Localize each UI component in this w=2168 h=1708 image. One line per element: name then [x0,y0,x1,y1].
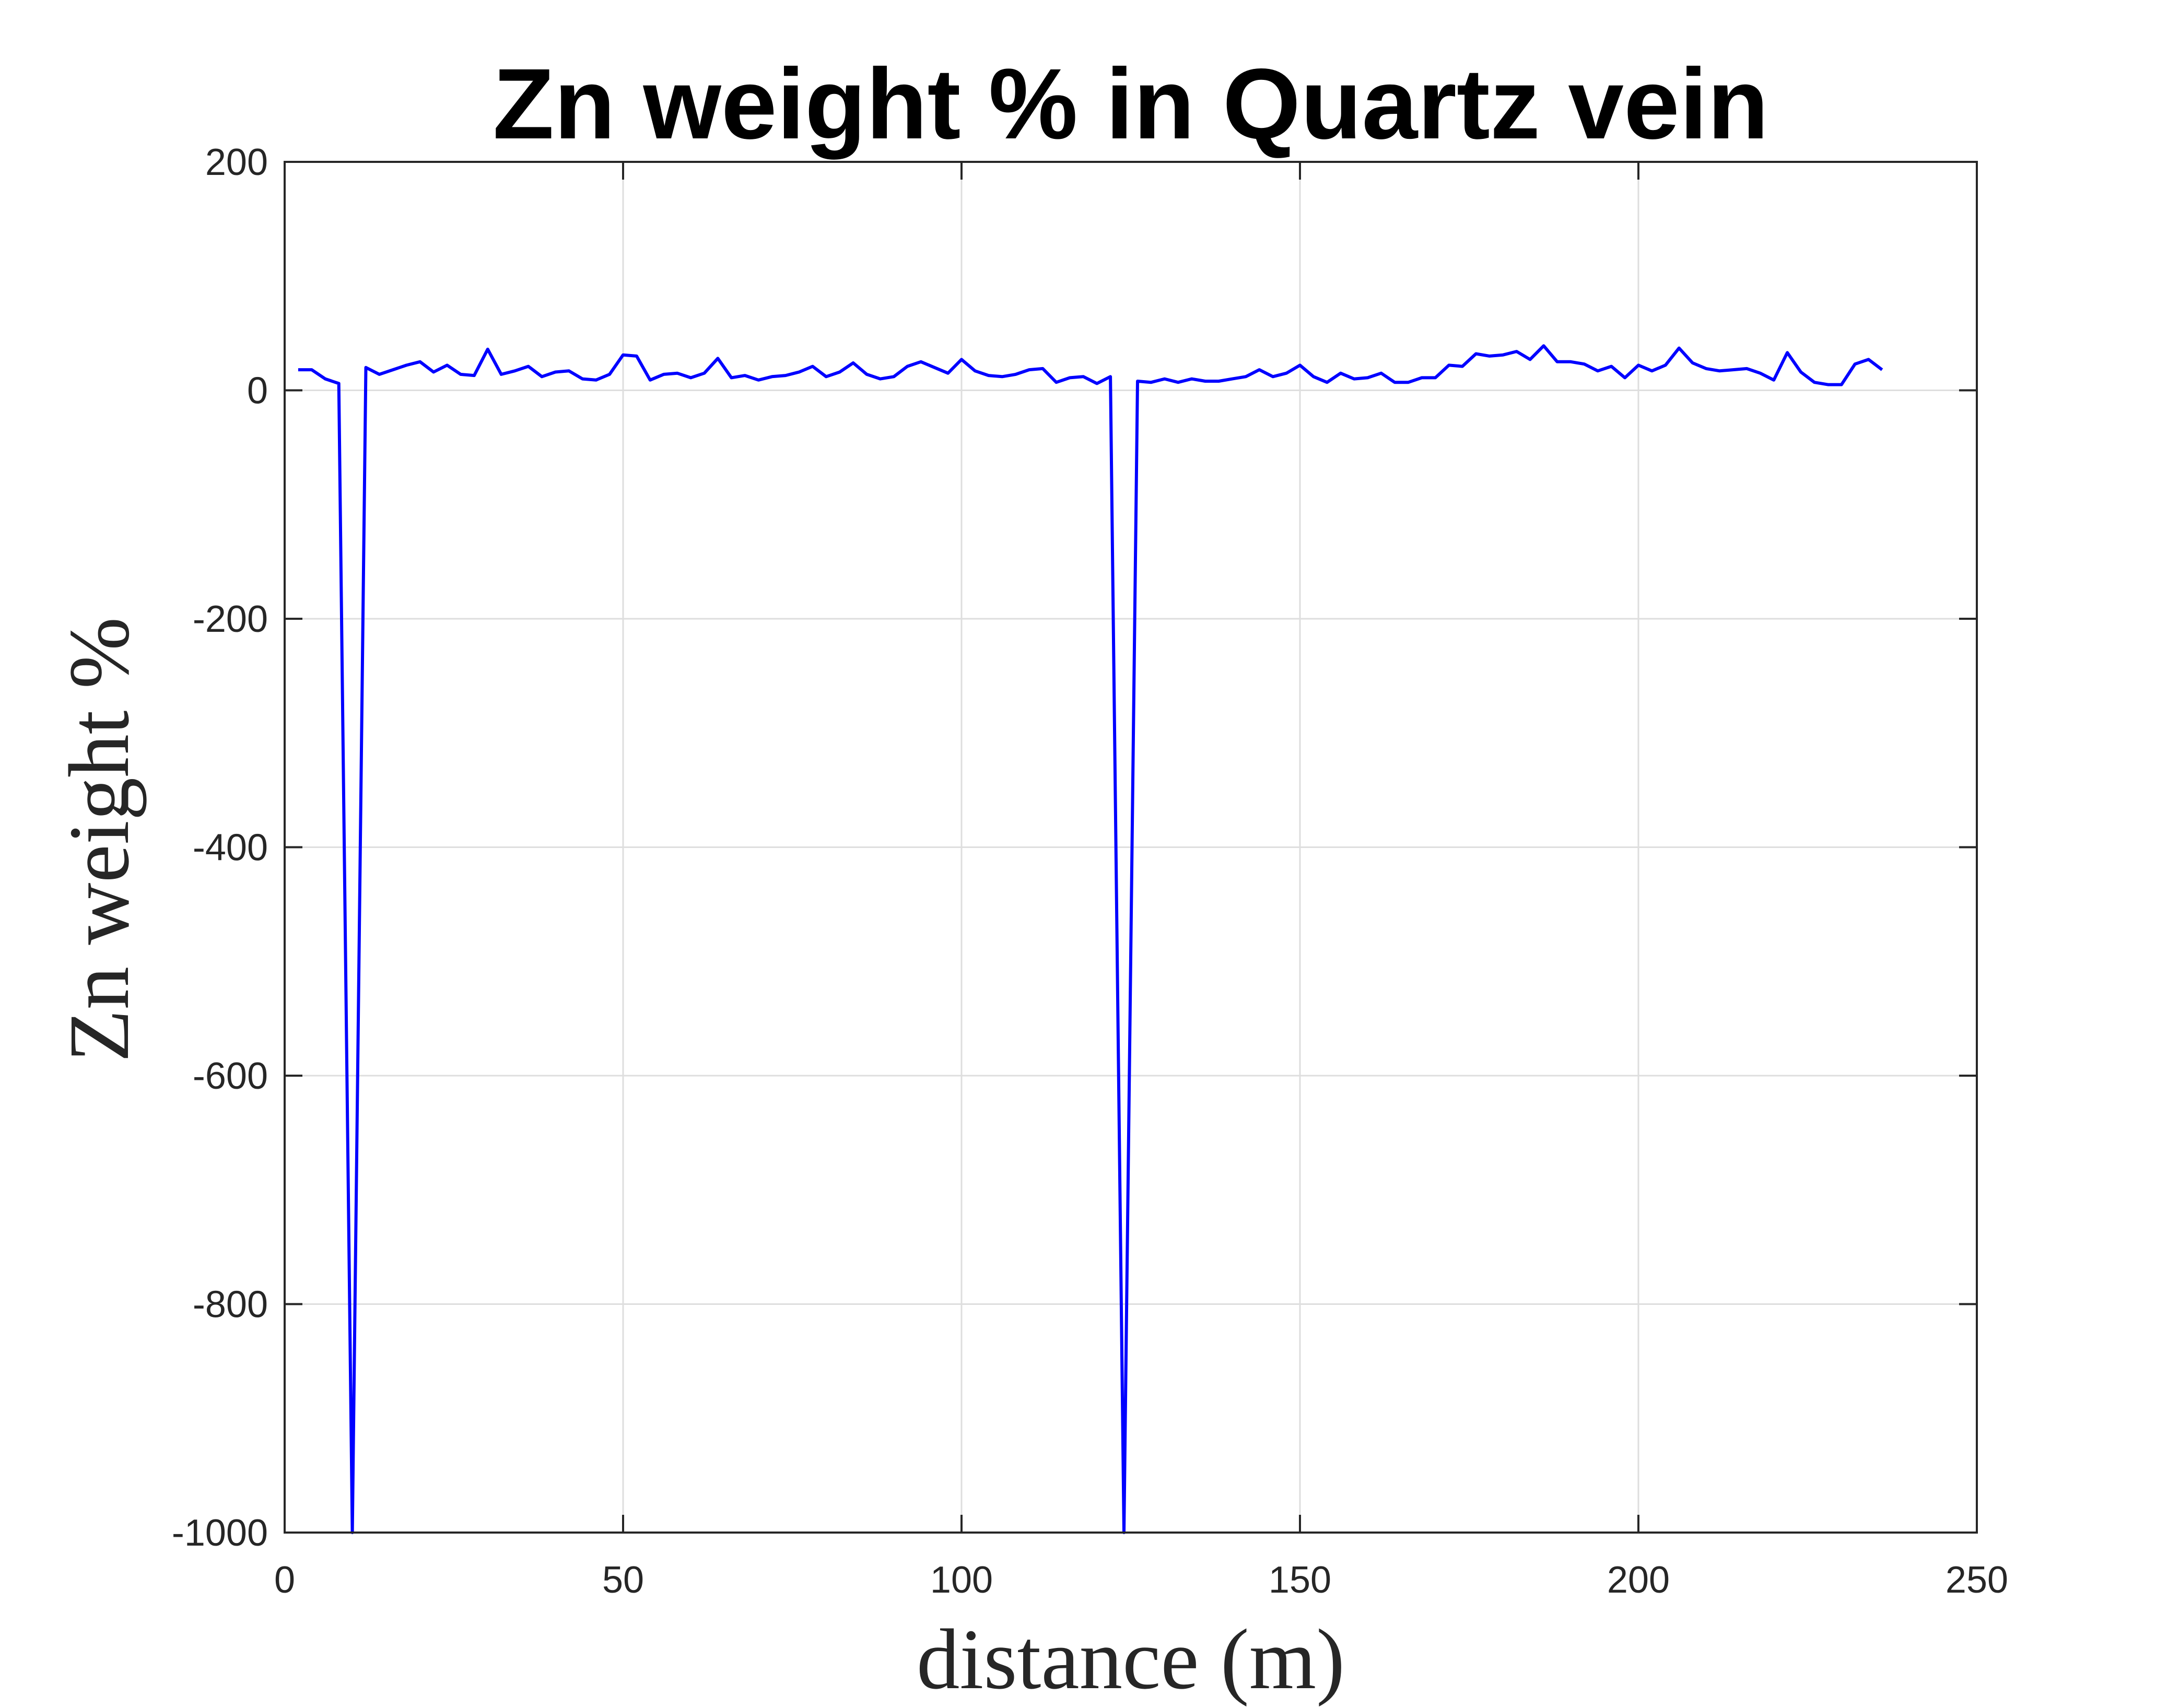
x-tick-label: 0 [274,1559,295,1601]
y-tick-label: -1000 [172,1512,268,1554]
y-tick-label: 0 [247,370,268,412]
series-line [298,344,1883,1534]
x-tick-label: 150 [1269,1559,1331,1601]
y-tick-label: -600 [193,1055,268,1097]
x-axis-label: distance (m) [917,1611,1345,1707]
x-tick-label: 250 [1946,1559,2008,1601]
x-tick-label: 200 [1607,1559,1670,1601]
y-tick-label: -200 [193,598,268,640]
axis-ticks: 0 50 100 150 200 250 200 0 -200 -400 -600 -800 -1000 [172,142,2008,1601]
data-series [298,344,1883,1534]
y-axis-label: Zn weight % [51,617,147,1062]
grid-lines [285,162,1977,1533]
y-tick-label: -400 [193,827,268,869]
y-tick-label: -800 [193,1284,268,1326]
x-tick-label: 100 [930,1559,993,1601]
x-tick-label: 50 [602,1559,644,1601]
y-tick-label: 200 [205,142,268,183]
chart-title: Zn weight % in Quartz vein [493,48,1769,160]
